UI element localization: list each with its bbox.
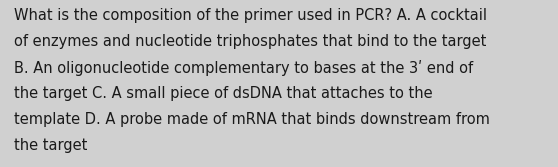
Text: the target C. A small piece of dsDNA that attaches to the: the target C. A small piece of dsDNA tha…: [14, 86, 432, 101]
Text: of enzymes and nucleotide triphosphates that bind to the target: of enzymes and nucleotide triphosphates …: [14, 34, 487, 49]
Text: What is the composition of the primer used in PCR? A. A cocktail: What is the composition of the primer us…: [14, 8, 487, 23]
Text: the target: the target: [14, 138, 87, 153]
Text: template D. A probe made of mRNA that binds downstream from: template D. A probe made of mRNA that bi…: [14, 112, 490, 127]
Text: B. An oligonucleotide complementary to bases at the 3ʹ end of: B. An oligonucleotide complementary to b…: [14, 60, 473, 76]
